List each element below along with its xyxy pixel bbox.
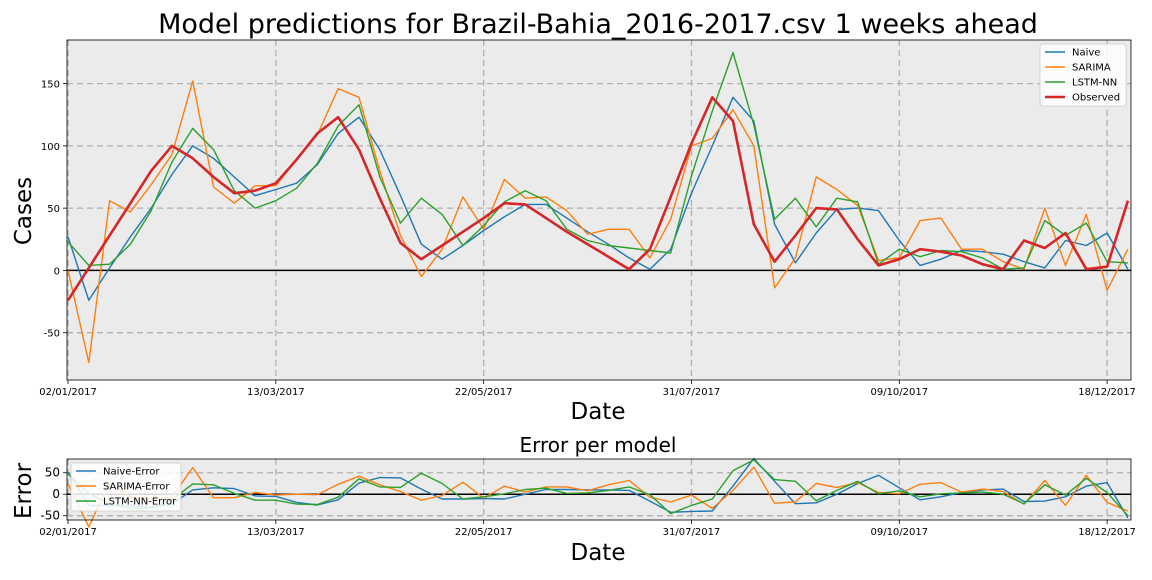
main-x-tick-labels: 02/01/2017 13/03/2017 22/05/2017 31/07/2017… xyxy=(39,380,1136,398)
error-chart-title: Error per model xyxy=(520,433,677,457)
x-tick-label: 18/12/2017 xyxy=(1078,387,1136,398)
y-tick-label: 0 xyxy=(52,487,60,501)
legend-label-naive-error: Naive-Error xyxy=(103,467,160,478)
legend-label-lstm-nn-error: LSTM-NN-Error xyxy=(103,497,177,508)
main-chart: Model predictions for Brazil-Bahia_2016-… xyxy=(11,9,1136,425)
x-tick-label: 22/05/2017 xyxy=(455,527,513,538)
legend-label-sarima: SARIMA xyxy=(1072,63,1111,74)
x-tick-label: 31/07/2017 xyxy=(663,527,721,538)
x-tick-label: 09/10/2017 xyxy=(870,527,928,538)
series-line-lstm-nn-error xyxy=(67,459,1129,517)
main-grid xyxy=(67,40,1131,380)
main-plot-area xyxy=(67,40,1131,380)
series-line-observed xyxy=(66,96,1130,302)
y-tick-label: 0 xyxy=(54,266,60,277)
error-x-tick-labels: 02/01/2017 13/03/2017 22/05/2017 31/07/2017… xyxy=(39,520,1136,538)
y-tick-label: 100 xyxy=(41,142,60,153)
error-legend: Naive-Error SARIMA-Error LSTM-NN-Error xyxy=(70,462,182,512)
error-legend-box xyxy=(70,462,182,512)
main-series-group xyxy=(66,51,1130,364)
main-y-tick-labels: -50 0 50 100 150 xyxy=(41,80,67,340)
main-x-axis-label: Date xyxy=(571,399,626,425)
main-legend: Naive SARIMA LSTM-NN Observed xyxy=(1039,43,1127,107)
error-chart: Error per model -50 0 50 02/01/2017 13/03/2… xyxy=(11,433,1136,566)
x-tick-label: 31/07/2017 xyxy=(663,387,721,398)
x-tick-label: 22/05/2017 xyxy=(455,387,513,398)
series-line-sarima xyxy=(67,80,1129,364)
x-tick-label: 09/10/2017 xyxy=(870,387,928,398)
y-tick-label: 150 xyxy=(41,80,60,91)
x-tick-label: 02/01/2017 xyxy=(39,527,97,538)
error-plot-frame xyxy=(66,458,1132,521)
series-line-naive-error xyxy=(67,457,1129,519)
y-tick-label: 50 xyxy=(47,204,60,215)
main-legend-box xyxy=(1039,43,1127,107)
x-tick-label: 18/12/2017 xyxy=(1078,527,1136,538)
x-tick-label: 13/03/2017 xyxy=(247,387,305,398)
error-series-group xyxy=(67,457,1129,528)
legend-label-lstm-nn: LSTM-NN xyxy=(1072,78,1117,89)
y-tick-label: -50 xyxy=(40,509,60,523)
error-y-tick-labels: -50 0 50 xyxy=(40,466,67,523)
x-tick-label: 13/03/2017 xyxy=(247,527,305,538)
error-y-axis-label: Error xyxy=(11,462,37,519)
main-y-axis-label: Cases xyxy=(11,177,37,245)
legend-label-observed: Observed xyxy=(1072,93,1120,104)
error-x-axis-label: Date xyxy=(571,540,626,566)
y-tick-label: -50 xyxy=(44,329,60,340)
y-tick-label: 50 xyxy=(45,466,60,480)
legend-label-naive: Naive xyxy=(1072,48,1100,59)
main-chart-title: Model predictions for Brazil-Bahia_2016-… xyxy=(158,9,1038,40)
error-grid xyxy=(67,459,1131,520)
x-tick-label: 02/01/2017 xyxy=(39,387,97,398)
series-line-sarima-error xyxy=(67,466,1129,528)
legend-label-sarima-error: SARIMA-Error xyxy=(103,482,170,493)
series-line-lstm-nn xyxy=(67,51,1128,270)
main-plot-frame xyxy=(66,39,1132,381)
